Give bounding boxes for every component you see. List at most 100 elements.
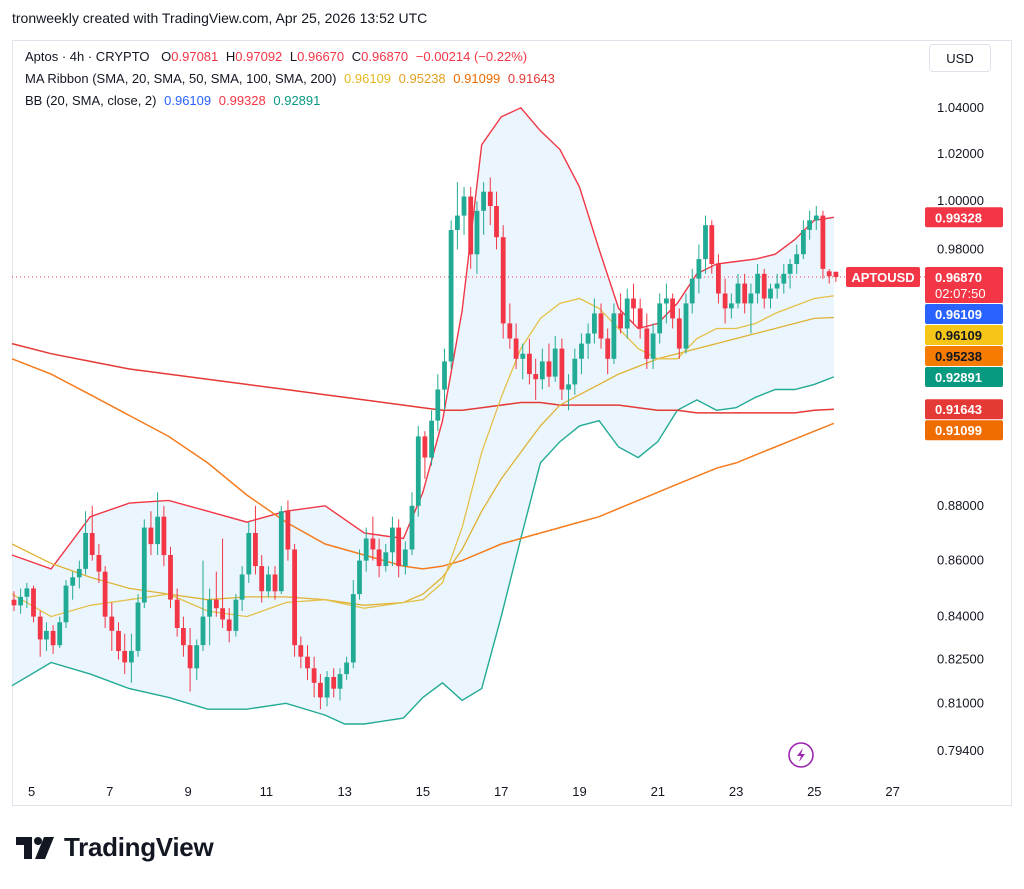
candle[interactable] — [461, 186, 467, 235]
candle[interactable] — [676, 308, 682, 359]
candle[interactable] — [409, 492, 415, 556]
candle[interactable] — [500, 225, 506, 339]
candle[interactable] — [109, 602, 115, 651]
candle[interactable] — [324, 671, 330, 707]
candle[interactable] — [592, 298, 597, 344]
candle[interactable] — [161, 505, 167, 567]
candle[interactable] — [709, 220, 715, 274]
candle[interactable] — [337, 668, 343, 701]
candle[interactable] — [605, 328, 611, 375]
candle[interactable] — [305, 645, 310, 680]
candle[interactable] — [174, 588, 180, 637]
candle[interactable] — [18, 588, 23, 614]
candle[interactable] — [350, 580, 356, 669]
candle[interactable] — [507, 303, 513, 349]
candle[interactable] — [716, 254, 721, 304]
candle[interactable] — [689, 268, 695, 314]
candle[interactable] — [233, 594, 239, 637]
candle[interactable] — [598, 303, 604, 349]
candle[interactable] — [37, 610, 43, 657]
candle[interactable] — [644, 313, 650, 370]
candle[interactable] — [455, 182, 460, 250]
candle[interactable] — [657, 293, 663, 344]
candle[interactable] — [63, 580, 69, 629]
candle[interactable] — [390, 516, 395, 567]
candle[interactable] — [331, 668, 337, 698]
candle[interactable] — [253, 505, 258, 575]
candle[interactable] — [24, 582, 30, 609]
candle[interactable] — [129, 633, 134, 683]
candle[interactable] — [527, 338, 532, 385]
candle[interactable] — [624, 288, 630, 339]
candle[interactable] — [226, 608, 232, 643]
candle[interactable] — [363, 527, 369, 572]
candle[interactable] — [833, 271, 839, 282]
candle[interactable] — [481, 182, 486, 235]
candle[interactable] — [155, 492, 160, 556]
candle[interactable] — [781, 263, 787, 294]
candle[interactable] — [748, 283, 754, 334]
candle[interactable] — [820, 210, 826, 279]
candle[interactable] — [729, 293, 734, 319]
candle[interactable] — [70, 571, 76, 600]
candle[interactable] — [194, 639, 200, 680]
candle[interactable] — [148, 511, 154, 556]
candle[interactable] — [435, 374, 441, 432]
candle[interactable] — [220, 538, 225, 629]
candle[interactable] — [116, 622, 121, 660]
candle[interactable] — [50, 625, 56, 654]
candle[interactable] — [579, 333, 584, 375]
candle[interactable] — [801, 220, 806, 260]
candle[interactable] — [631, 283, 636, 324]
candle[interactable] — [396, 519, 402, 578]
candle[interactable] — [559, 338, 565, 400]
candle[interactable] — [539, 348, 545, 390]
candle[interactable] — [44, 622, 49, 651]
candle[interactable] — [292, 544, 297, 657]
candle[interactable] — [83, 511, 88, 575]
candle[interactable] — [96, 544, 102, 583]
candle[interactable] — [76, 560, 82, 589]
lightning-icon[interactable] — [788, 742, 814, 768]
legend-ma-row[interactable]: MA Ribbon (SMA, 20, SMA, 50, SMA, 100, S… — [25, 71, 559, 86]
candle[interactable] — [259, 555, 265, 603]
candle[interactable] — [670, 293, 675, 329]
candle[interactable] — [448, 220, 454, 370]
candle[interactable] — [813, 205, 819, 230]
candle[interactable] — [664, 283, 669, 324]
candle[interactable] — [402, 541, 408, 575]
candle[interactable] — [239, 566, 245, 611]
candle[interactable] — [520, 343, 526, 380]
candle[interactable] — [187, 628, 193, 692]
candle[interactable] — [285, 500, 291, 561]
candle[interactable] — [298, 636, 304, 669]
currency-button[interactable]: USD — [929, 44, 991, 72]
candle[interactable] — [31, 585, 36, 623]
candle[interactable] — [383, 544, 389, 572]
candle[interactable] — [213, 571, 219, 617]
candle[interactable] — [566, 374, 571, 411]
candle[interactable] — [513, 323, 519, 370]
candle[interactable] — [703, 215, 708, 274]
candle[interactable] — [344, 656, 349, 680]
candle[interactable] — [370, 516, 376, 561]
candle[interactable] — [533, 358, 539, 400]
candle[interactable] — [807, 210, 812, 240]
price-axis[interactable]: 1.060001.040001.020001.000000.980000.880… — [937, 54, 984, 757]
candle[interactable] — [735, 273, 741, 309]
candle[interactable] — [768, 283, 773, 309]
candle[interactable] — [415, 425, 421, 517]
candle[interactable] — [585, 323, 591, 359]
candle[interactable] — [181, 616, 186, 657]
candle[interactable] — [422, 431, 428, 479]
candle[interactable] — [246, 522, 252, 583]
symbol-tag-box[interactable] — [846, 267, 920, 287]
candle[interactable] — [311, 656, 317, 698]
candle[interactable] — [494, 191, 499, 250]
candle[interactable] — [141, 519, 147, 609]
candle[interactable] — [696, 244, 702, 294]
candle[interactable] — [11, 591, 17, 611]
candle[interactable] — [761, 268, 767, 309]
legend-bb-row[interactable]: BB (20, SMA, close, 2) 0.96109 0.99328 0… — [25, 93, 324, 108]
